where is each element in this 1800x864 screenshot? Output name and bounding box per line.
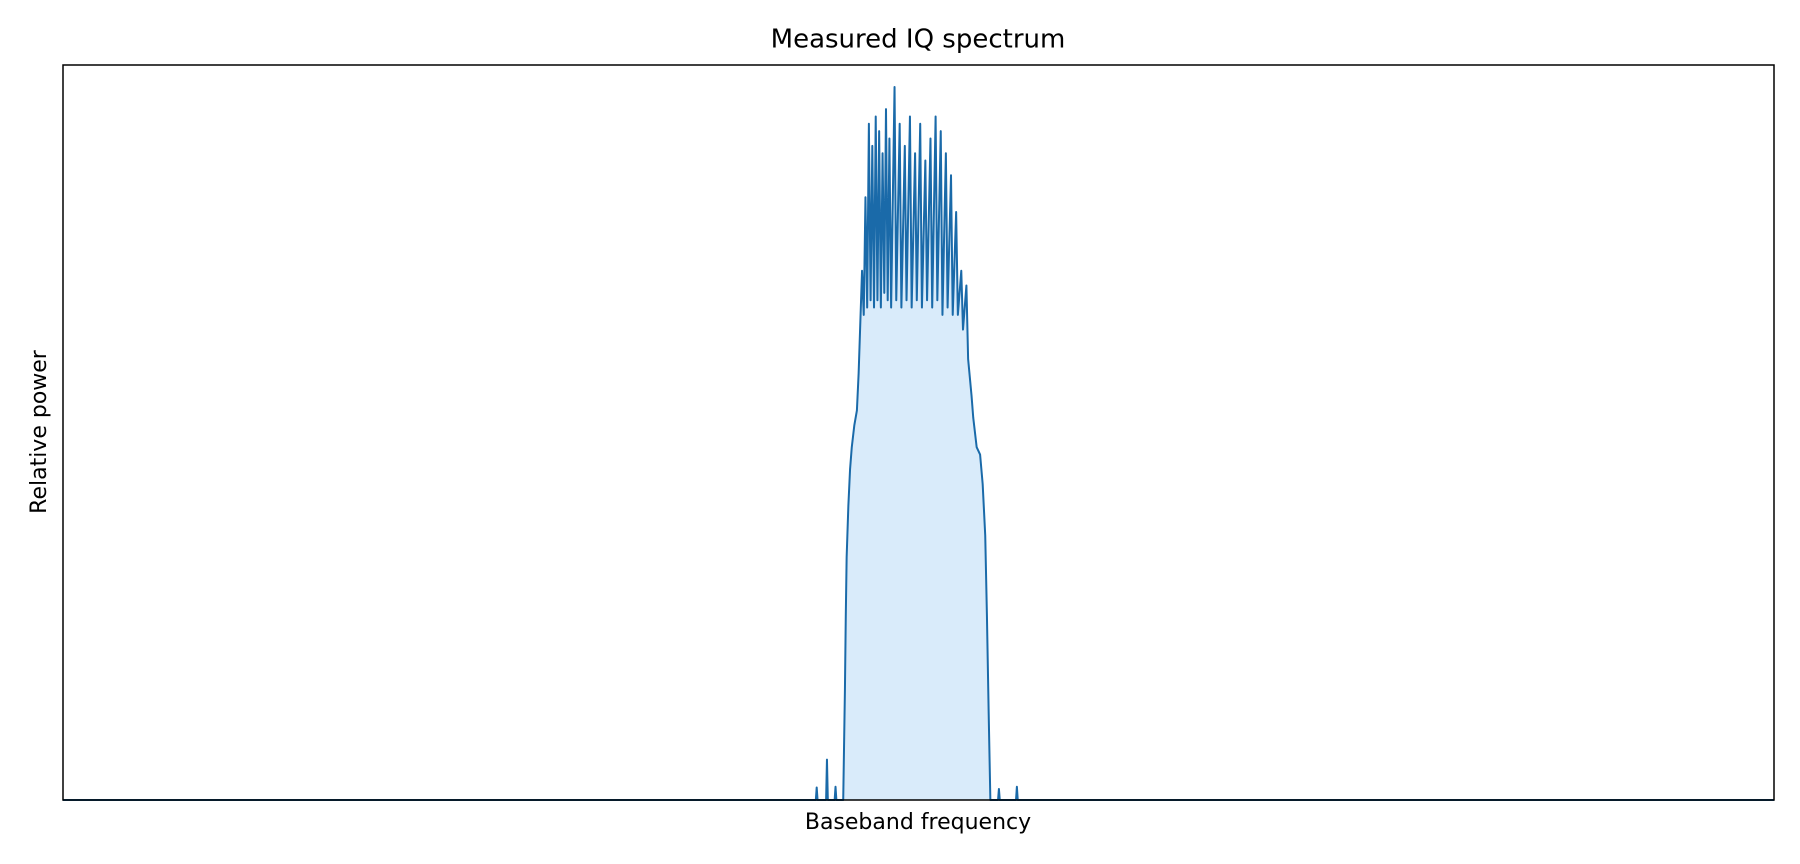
chart-title: Measured IQ spectrum	[771, 25, 1066, 55]
area	[63, 87, 1774, 801]
plot-frame	[62, 64, 1775, 801]
x-axis-label: Baseband frequency	[805, 810, 1031, 835]
y-axis-label: Relative power	[27, 349, 52, 514]
line	[63, 86, 1774, 801]
